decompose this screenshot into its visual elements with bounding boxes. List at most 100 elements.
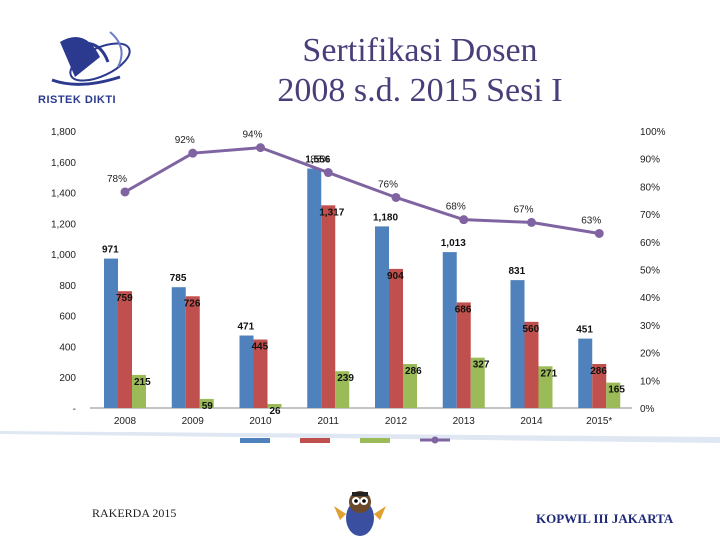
x-tick-label: 2013 [453,416,476,427]
x-tick-label: 2010 [249,416,272,427]
bar-data-label: 445 [252,342,269,353]
bar-data-label: 726 [184,298,201,309]
line-series [124,146,600,235]
y-tick-label: 800 [59,281,76,292]
bar-data-label: 271 [541,368,558,379]
y2-tick-label: 80% [640,182,660,193]
bar-series1 [307,168,322,408]
line-data-label: 63% [581,215,601,226]
bar-series1 [442,252,457,408]
line-point [188,148,198,158]
line-point [323,168,333,178]
line-point [594,228,604,238]
bar-data-label: 904 [387,271,404,282]
bar-series1 [578,338,593,408]
line-point [256,143,265,153]
x-tick-label: 2012 [385,416,408,427]
bar-data-label: 971 [102,245,119,256]
bar-data-label: 1,556 [305,155,330,166]
bar-data-label: 239 [337,373,354,384]
bar-data-label: 286 [590,366,607,377]
bar-data-label: 785 [170,273,187,284]
bar-series2 [456,302,471,408]
x-tick-label: 2015* [586,416,612,427]
bar-series1 [239,335,254,408]
line-data-label: 68% [446,202,466,213]
footer-right-text: KOPWIL III JAKARTA [536,511,674,526]
bar-data-label: 1,180 [373,212,398,223]
bar-series2 [185,296,200,408]
mascot-owl [330,484,390,540]
bar-series2 [524,321,539,408]
legend-swatch [300,438,330,443]
line-point [459,215,469,225]
bar-data-label: 831 [509,266,526,277]
bar-series2 [592,363,607,408]
ristek-dikti-logo [30,22,140,117]
bar-series2 [389,268,403,408]
footer-left-text: RAKERDA 2015 [92,506,177,520]
bar-data-label: 560 [523,324,540,335]
bar-data-label: 327 [473,360,490,371]
bar-series3 [538,366,553,408]
y2-tick-label: 20% [640,349,660,360]
line-data-label: 67% [513,204,533,215]
x-tick-label: 2008 [114,416,137,427]
bar-series1 [510,280,525,408]
line-point [527,217,536,227]
bar-data-label: 759 [116,293,133,304]
bar-series1 [171,287,186,408]
x-tick-label: 2011 [317,416,339,427]
y-tick-label: 1,400 [51,189,76,200]
y-tick-label: 1,200 [51,219,76,230]
y-tick-label: 1,800 [51,127,76,138]
bar-series3 [606,382,621,408]
bar-series3 [199,398,214,408]
x-tick-label: 2014 [520,416,543,427]
bar-data-label: 1,317 [319,207,344,218]
bar-data-label: 471 [238,322,255,333]
page-title-line2: 2008 s.d. 2015 Sesi I [277,72,563,109]
y2-tick-label: 60% [640,238,660,249]
bar-series1 [375,226,389,408]
y-tick-label: 400 [59,342,76,353]
y-tick-label: - [73,404,76,415]
bar-data-label: 165 [608,385,625,396]
legend-swatch [360,438,390,443]
y-tick-label: 1,600 [51,158,76,169]
x-tick-label: 2009 [182,416,205,427]
y2-tick-label: 90% [640,155,660,166]
bar-series1 [104,258,118,408]
y2-tick-label: 50% [640,266,660,277]
legend-line-marker [431,436,439,444]
y-tick-label: 600 [59,312,76,323]
line-data-label: 85% [310,155,330,166]
y2-tick-label: 0% [640,404,655,415]
bar-data-label: 286 [405,366,422,377]
bar-series3 [403,363,417,408]
legend-swatch [240,438,270,443]
logo-text: RISTEK DIKTI [38,94,117,106]
y-tick-label: 200 [59,373,76,384]
bar-series3 [132,374,146,408]
bar-data-label: 451 [576,325,593,336]
page-title-line1: Sertifikasi Dosen [302,32,538,69]
bar-series3 [335,371,350,408]
bar-data-label: 686 [455,304,472,315]
bar-data-label: 215 [134,377,151,388]
bar-series2 [118,291,132,408]
line-data-label: 92% [175,135,195,146]
bar-series2 [321,205,336,408]
bar-data-label: 1,013 [441,238,466,249]
bar-data-label: 59 [202,401,214,412]
line-point [120,187,130,197]
bar-series3 [267,403,282,408]
footer-band [0,430,720,443]
y2-tick-label: 10% [640,376,660,387]
line-data-label: 94% [242,130,262,141]
y-tick-label: 1,000 [51,250,76,261]
y2-tick-label: 40% [640,293,660,304]
bar-series2 [253,339,268,408]
bar-data-label: 26 [270,406,282,417]
